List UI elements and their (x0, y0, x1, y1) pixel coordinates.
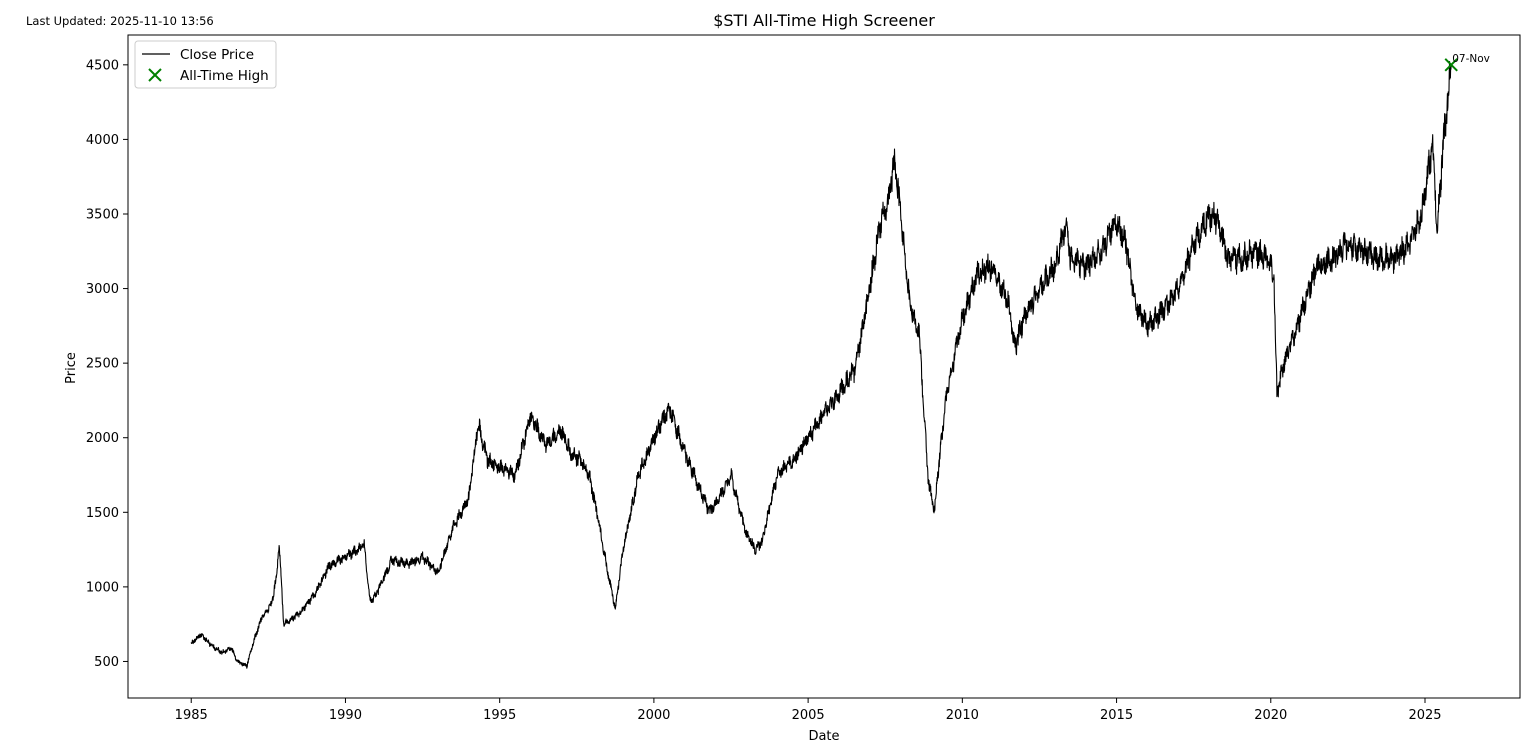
legend: Close Price All-Time High (134, 40, 277, 89)
y-tick-label: 4500 (86, 58, 119, 73)
x-tick-label: 1995 (483, 708, 516, 723)
legend-close-price-label: Close Price (180, 47, 254, 63)
y-tick-label: 2000 (86, 431, 119, 446)
x-tick-label: 1990 (329, 708, 362, 723)
chart-title: $STI All-Time High Screener (713, 11, 935, 30)
plot-frame (127, 34, 1521, 699)
y-axis: 500 1000 1500 2000 2500 3000 3500 4000 4500 (86, 58, 128, 670)
y-tick-label: 3500 (86, 207, 119, 222)
x-tick-label: 1985 (175, 708, 208, 723)
y-tick-label: 1000 (86, 580, 119, 595)
y-tick-label: 1500 (86, 506, 119, 521)
y-tick-label: 3000 (86, 282, 119, 297)
close-price-line (190, 61, 1452, 669)
plot-content: 07-Nov (190, 53, 1490, 669)
x-tick-label: 2000 (637, 708, 670, 723)
x-tick-label: 2025 (1408, 708, 1441, 723)
x-tick-label: 2020 (1254, 708, 1287, 723)
y-tick-label: 4000 (86, 133, 119, 148)
y-tick-label: 500 (94, 655, 119, 670)
last-updated-text: Last Updated: 2025-11-10 13:56 (26, 14, 214, 28)
x-axis: 1985 1990 1995 2000 2005 2010 2015 2020 2025 (175, 698, 1442, 723)
legend-all-time-high-label: All-Time High (180, 68, 269, 84)
y-tick-label: 2500 (86, 357, 119, 372)
x-tick-label: 2005 (792, 708, 825, 723)
y-axis-title: Price (64, 352, 79, 384)
all-time-high-annotation: 07-Nov (1452, 53, 1490, 65)
x-tick-label: 2015 (1100, 708, 1133, 723)
legend-all-time-high-marker (148, 68, 162, 82)
all-time-high-marker (1444, 58, 1458, 72)
x-tick-label: 2010 (946, 708, 979, 723)
x-axis-title: Date (808, 729, 839, 744)
legend-box (134, 40, 277, 89)
